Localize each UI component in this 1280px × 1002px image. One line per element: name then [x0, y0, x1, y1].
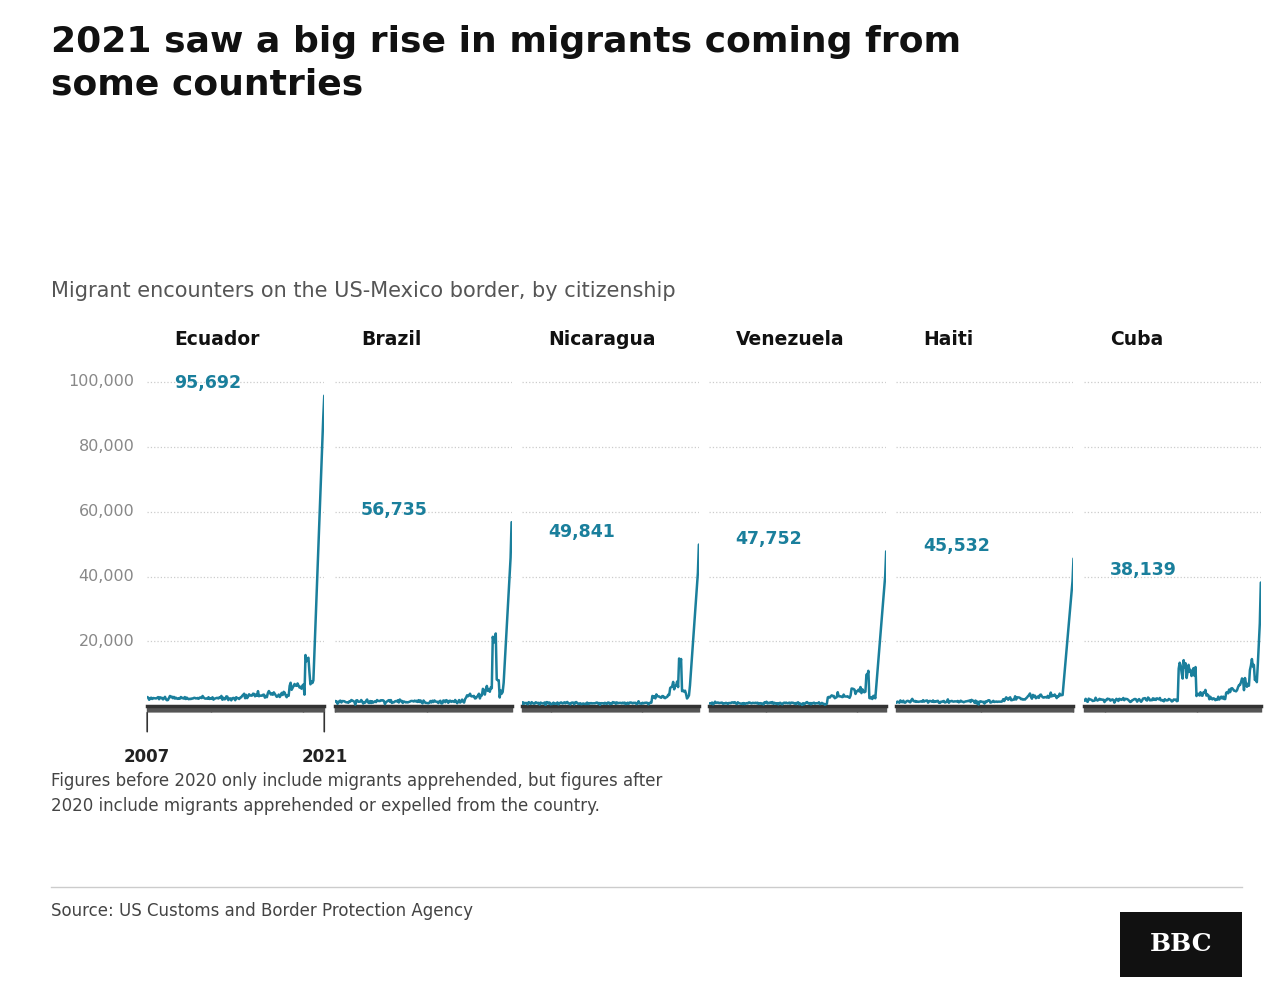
Text: 20,000: 20,000 [78, 634, 134, 649]
Text: 49,841: 49,841 [548, 523, 616, 541]
Text: Nicaragua: Nicaragua [548, 330, 655, 349]
Text: Ecuador: Ecuador [174, 330, 260, 349]
Text: 60,000: 60,000 [78, 504, 134, 519]
Text: BBC: BBC [1149, 933, 1212, 956]
Text: Venezuela: Venezuela [736, 330, 845, 349]
Text: 2007: 2007 [124, 748, 170, 767]
Text: 38,139: 38,139 [1110, 561, 1178, 579]
Text: Migrant encounters on the US-Mexico border, by citizenship: Migrant encounters on the US-Mexico bord… [51, 281, 676, 301]
Text: 80,000: 80,000 [78, 439, 134, 454]
Text: 95,692: 95,692 [174, 374, 241, 392]
Text: Source: US Customs and Border Protection Agency: Source: US Customs and Border Protection… [51, 902, 474, 920]
Text: Brazil: Brazil [361, 330, 421, 349]
Text: 100,000: 100,000 [68, 374, 134, 389]
Text: Figures before 2020 only include migrants apprehended, but figures after
2020 in: Figures before 2020 only include migrant… [51, 772, 663, 815]
Text: 2021 saw a big rise in migrants coming from
some countries: 2021 saw a big rise in migrants coming f… [51, 25, 961, 101]
Text: 56,735: 56,735 [361, 501, 428, 519]
Text: 40,000: 40,000 [78, 569, 134, 584]
Text: Haiti: Haiti [923, 330, 973, 349]
Text: Cuba: Cuba [1110, 330, 1164, 349]
Text: 2021: 2021 [301, 748, 347, 767]
Text: 47,752: 47,752 [736, 530, 803, 548]
Text: 45,532: 45,532 [923, 537, 989, 555]
